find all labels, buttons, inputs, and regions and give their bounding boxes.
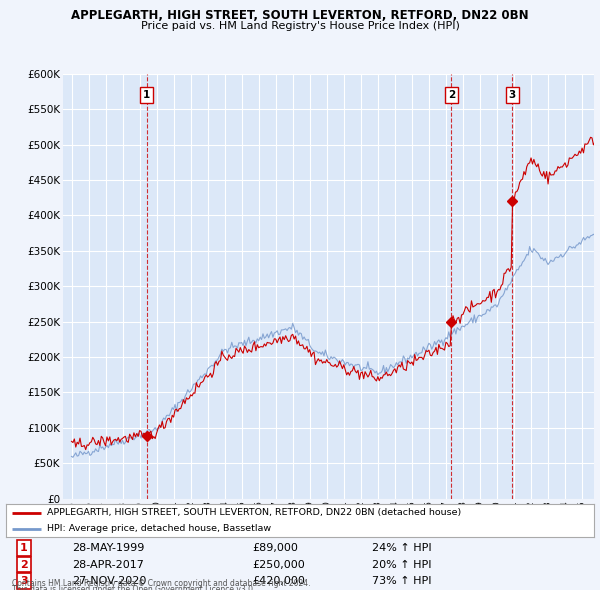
Text: 20% ↑ HPI: 20% ↑ HPI <box>372 560 431 569</box>
Text: 73% ↑ HPI: 73% ↑ HPI <box>372 576 431 586</box>
Text: 27-NOV-2020: 27-NOV-2020 <box>72 576 146 586</box>
Text: 1: 1 <box>20 543 28 553</box>
Text: 1: 1 <box>143 90 150 100</box>
Text: £89,000: £89,000 <box>252 543 298 553</box>
Text: £420,000: £420,000 <box>252 576 305 586</box>
Text: This data is licensed under the Open Government Licence v3.0.: This data is licensed under the Open Gov… <box>12 585 256 590</box>
Text: HPI: Average price, detached house, Bassetlaw: HPI: Average price, detached house, Bass… <box>47 525 271 533</box>
Text: APPLEGARTH, HIGH STREET, SOUTH LEVERTON, RETFORD, DN22 0BN: APPLEGARTH, HIGH STREET, SOUTH LEVERTON,… <box>71 9 529 22</box>
Text: 2: 2 <box>448 90 455 100</box>
Text: 24% ↑ HPI: 24% ↑ HPI <box>372 543 431 553</box>
Text: Contains HM Land Registry data © Crown copyright and database right 2024.: Contains HM Land Registry data © Crown c… <box>12 579 311 588</box>
Text: 3: 3 <box>509 90 516 100</box>
Text: Price paid vs. HM Land Registry's House Price Index (HPI): Price paid vs. HM Land Registry's House … <box>140 21 460 31</box>
Text: 28-MAY-1999: 28-MAY-1999 <box>72 543 145 553</box>
Text: £250,000: £250,000 <box>252 560 305 569</box>
Text: 28-APR-2017: 28-APR-2017 <box>72 560 144 569</box>
Text: APPLEGARTH, HIGH STREET, SOUTH LEVERTON, RETFORD, DN22 0BN (detached house): APPLEGARTH, HIGH STREET, SOUTH LEVERTON,… <box>47 508 461 517</box>
Text: 3: 3 <box>20 576 28 586</box>
Text: 2: 2 <box>20 560 28 569</box>
